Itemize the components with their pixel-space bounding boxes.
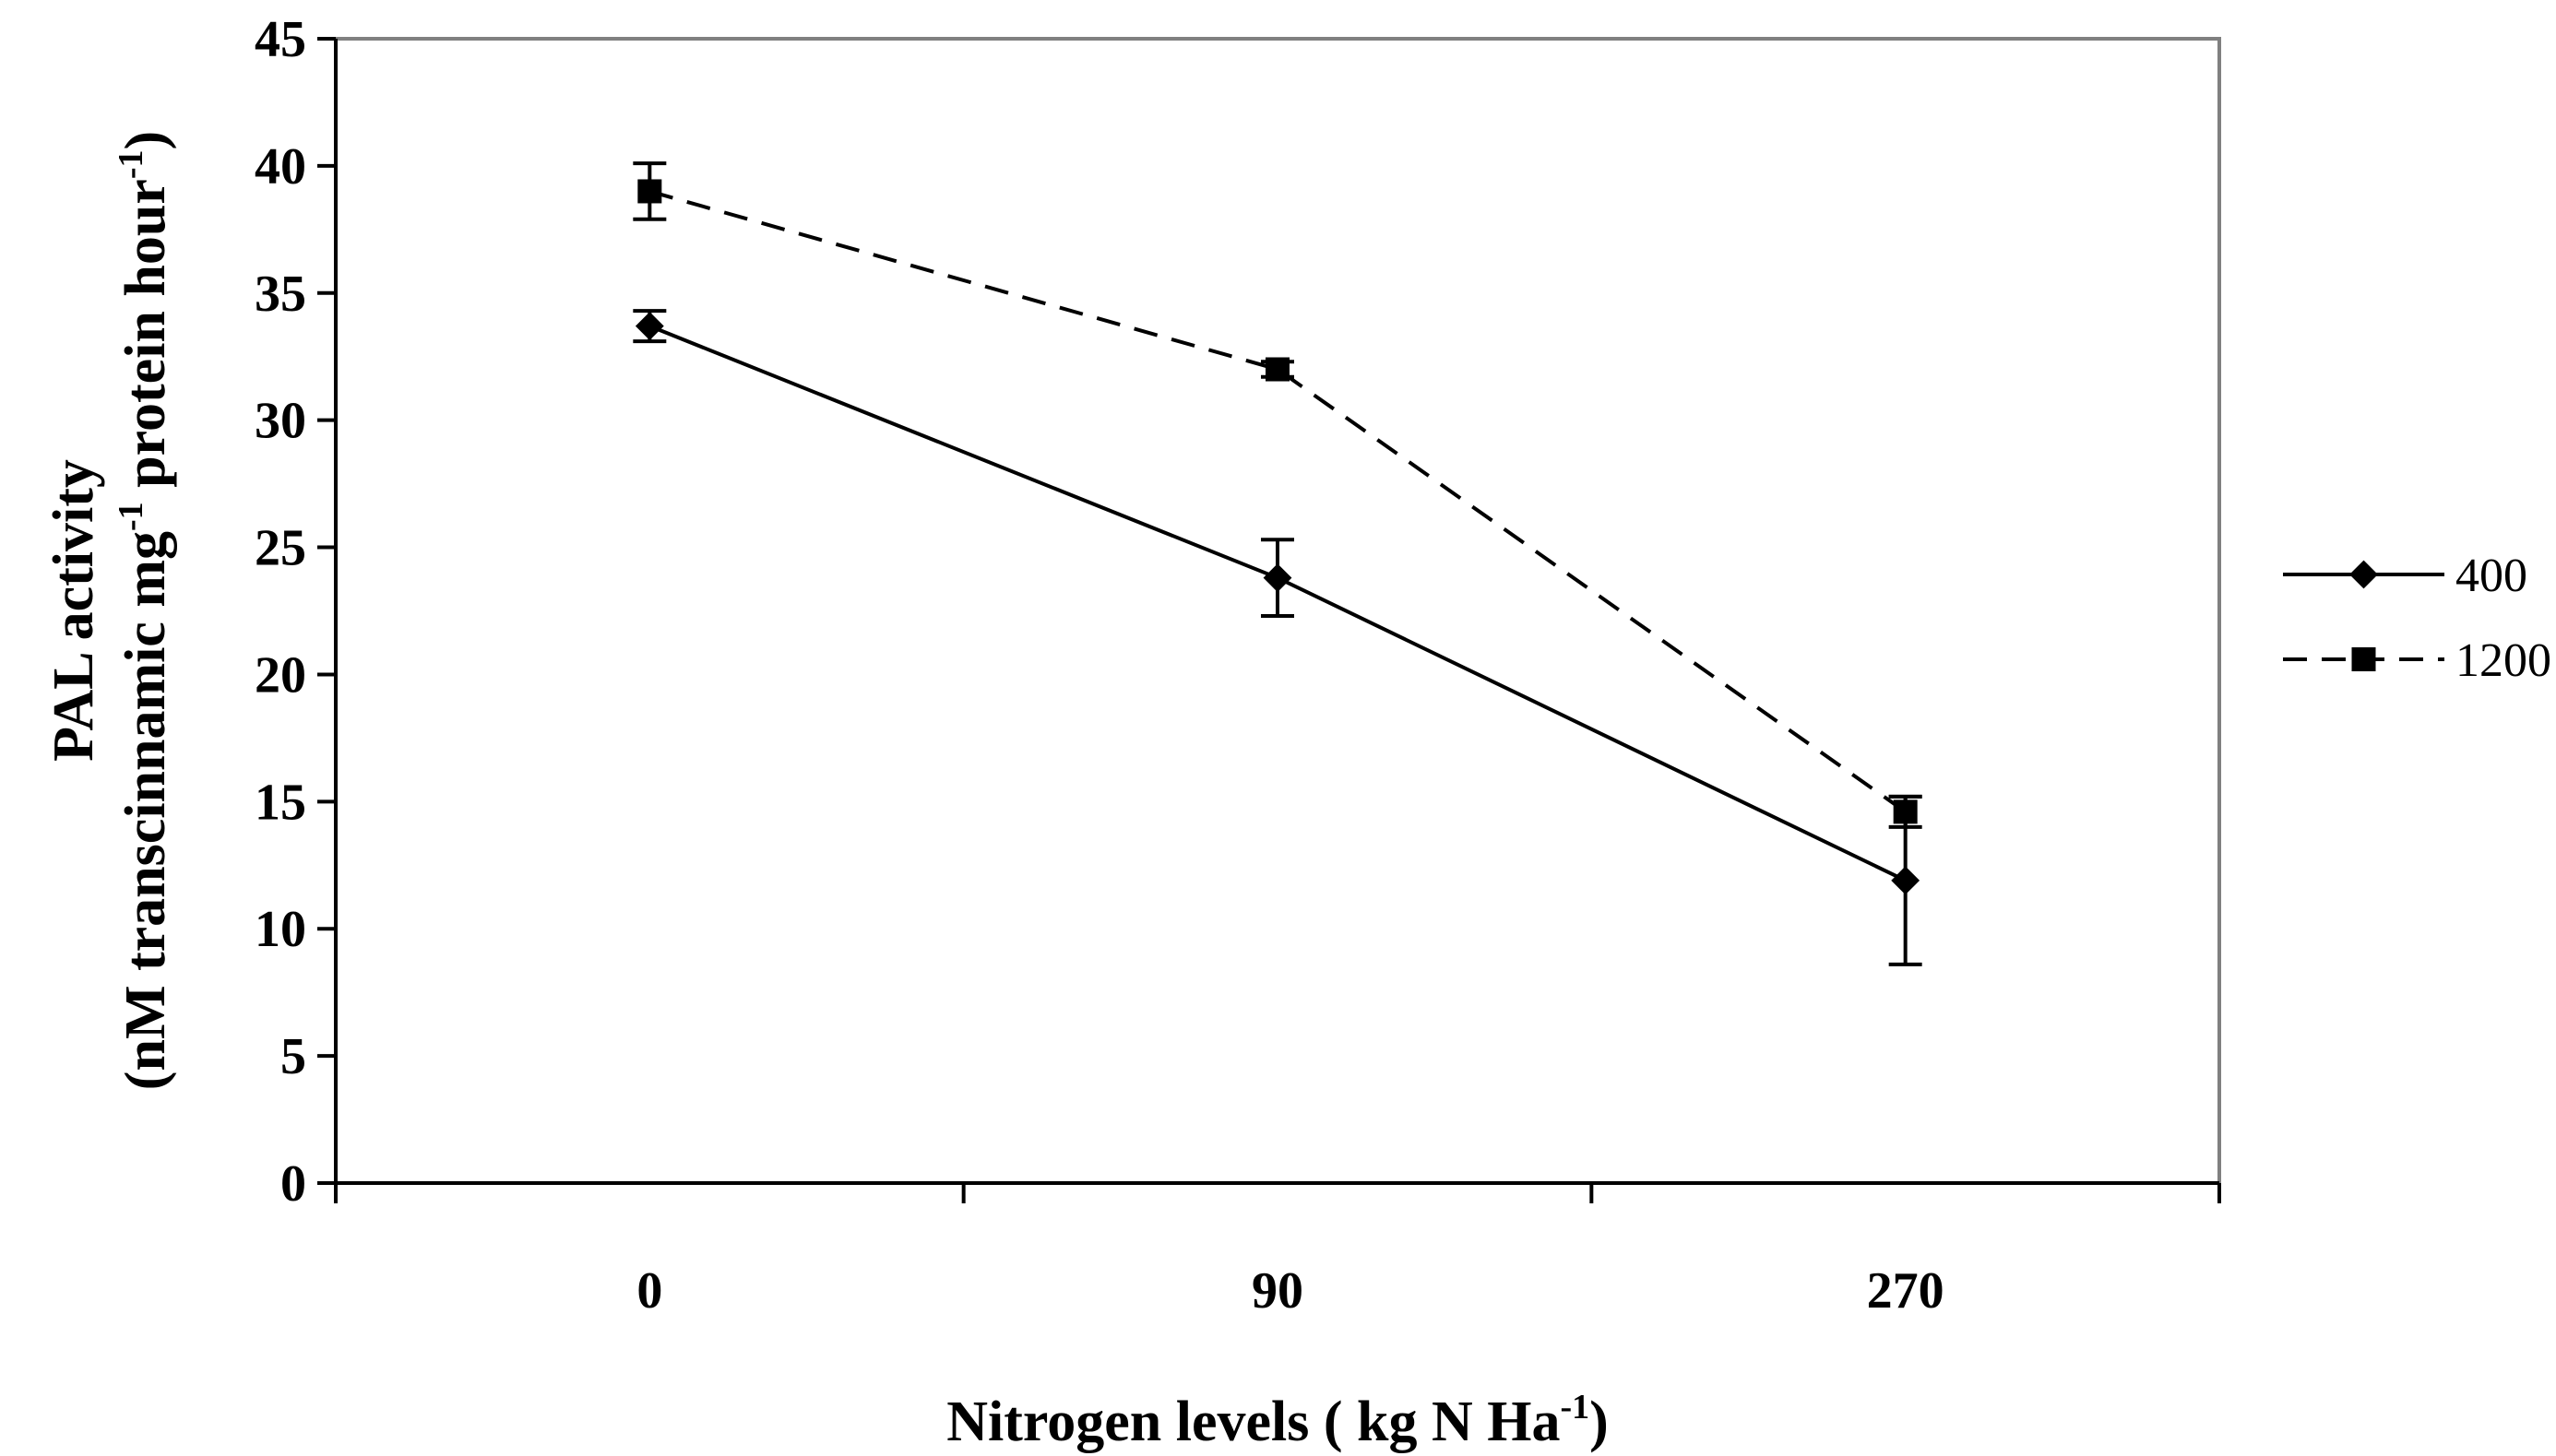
- legend-marker: [2351, 647, 2376, 671]
- data-point: [637, 179, 662, 204]
- y-tick-label: 35: [255, 266, 306, 323]
- x-tick-label: 90: [1252, 1262, 1303, 1320]
- y-tick-label: 40: [255, 138, 306, 195]
- data-point: [1266, 357, 1290, 382]
- legend: 400 1200: [2283, 550, 2551, 687]
- y-axis-ticks: 0 5 10 15 20 25 30 35 40 45: [255, 11, 336, 1213]
- x-axis-title-sup: -1: [1560, 1388, 1589, 1426]
- series-layer: [633, 161, 1922, 966]
- data-point: [1891, 866, 1920, 895]
- y-axis-title-line2-a: (nM transcinnamic mg: [114, 531, 177, 1090]
- legend-marker: [2349, 560, 2378, 589]
- svg-text:PAL activity: PAL activity: [42, 459, 105, 762]
- y-axis-title-sup1: -1: [112, 502, 150, 531]
- y-tick-label: 0: [280, 1155, 306, 1213]
- y-axis-title-line1: PAL activity: [42, 459, 105, 762]
- legend-label: 1200: [2455, 634, 2551, 687]
- series-1200: [633, 161, 1922, 829]
- y-tick-label: 10: [255, 901, 306, 958]
- data-point: [1893, 799, 1918, 824]
- y-tick-label: 45: [255, 11, 306, 68]
- y-tick-label: 30: [255, 393, 306, 450]
- x-axis-tick-labels: 0 90 270: [636, 1262, 1944, 1320]
- data-point: [1263, 563, 1292, 593]
- series-line-1200: [648, 189, 1907, 813]
- y-tick-label: 5: [280, 1028, 306, 1085]
- y-tick-label: 20: [255, 646, 306, 704]
- svg-text:(nM transcinnamic mg-1 protein: (nM transcinnamic mg-1 protein hour-1): [112, 131, 177, 1090]
- x-axis-title: Nitrogen levels ( kg N Ha-1): [946, 1388, 1609, 1453]
- x-axis-ticks: [334, 1183, 2221, 1203]
- legend-label: 400: [2455, 550, 2527, 602]
- x-axis-title-end: ): [1589, 1391, 1609, 1453]
- y-axis-title-line2-b: protein hour: [114, 179, 177, 502]
- y-tick-label: 15: [255, 774, 306, 831]
- x-tick-label: 270: [1867, 1262, 1944, 1320]
- legend-entry-1200: 1200: [2283, 634, 2551, 687]
- data-point: [635, 312, 664, 341]
- y-axis-title-sup2: -1: [112, 149, 150, 179]
- legend-entry-400: 400: [2283, 550, 2527, 602]
- x-axis-title-main: Nitrogen levels ( kg N Ha: [946, 1391, 1560, 1453]
- y-tick-label: 25: [255, 520, 306, 577]
- y-axis-title: PAL activity (nM transcinnamic mg-1 prot…: [42, 131, 177, 1090]
- x-tick-label: 0: [636, 1262, 662, 1320]
- y-axis-title-line2-c: ): [114, 131, 177, 150]
